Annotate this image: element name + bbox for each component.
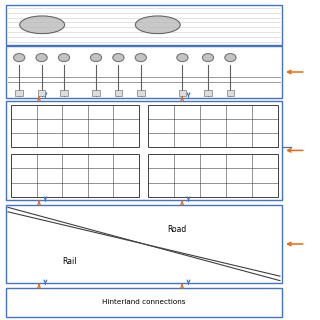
Ellipse shape bbox=[20, 16, 65, 34]
Bar bbox=[137, 90, 145, 96]
Bar bbox=[204, 90, 212, 96]
Text: Hinterland connections: Hinterland connections bbox=[102, 300, 186, 305]
Bar bbox=[60, 90, 68, 96]
Ellipse shape bbox=[225, 54, 236, 62]
Ellipse shape bbox=[113, 54, 124, 62]
Bar bbox=[11, 154, 139, 197]
Ellipse shape bbox=[203, 54, 214, 62]
Bar bbox=[92, 90, 100, 96]
Bar bbox=[6, 205, 282, 283]
Text: Rail: Rail bbox=[62, 257, 77, 266]
Bar bbox=[179, 90, 186, 96]
Bar bbox=[15, 90, 23, 96]
Text: Road: Road bbox=[167, 225, 187, 234]
Ellipse shape bbox=[14, 54, 25, 62]
Bar bbox=[148, 154, 278, 197]
Ellipse shape bbox=[91, 54, 102, 62]
Bar bbox=[11, 105, 139, 148]
Bar bbox=[38, 90, 45, 96]
Bar bbox=[227, 90, 234, 96]
Bar bbox=[6, 46, 282, 98]
Bar bbox=[148, 105, 278, 148]
Bar bbox=[6, 288, 282, 317]
Bar bbox=[6, 5, 282, 45]
Ellipse shape bbox=[36, 54, 47, 62]
Ellipse shape bbox=[135, 16, 180, 34]
Ellipse shape bbox=[177, 54, 188, 62]
Bar bbox=[115, 90, 122, 96]
Bar bbox=[6, 101, 282, 200]
Ellipse shape bbox=[135, 54, 147, 62]
Ellipse shape bbox=[59, 54, 70, 62]
